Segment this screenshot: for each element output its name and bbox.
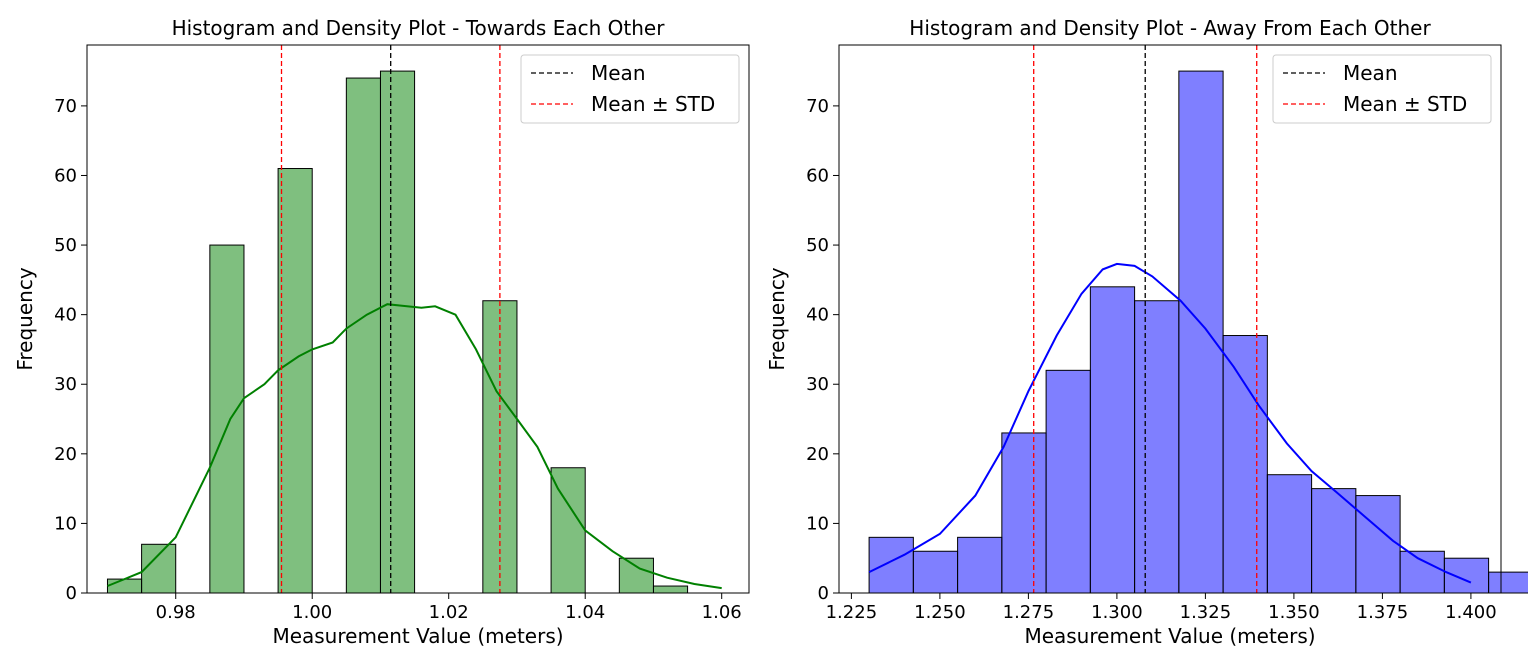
- legend-label: Mean ± STD: [1343, 92, 1467, 116]
- subplot-title: Histogram and Density Plot - Towards Eac…: [172, 16, 666, 40]
- x-tick-label: 1.04: [565, 602, 605, 623]
- x-axis-label: Measurement Value (meters): [1024, 624, 1315, 648]
- x-tick-label: 1.375: [1357, 602, 1409, 623]
- x-tick-label: 1.300: [1091, 602, 1143, 623]
- legend-label: Mean: [591, 61, 646, 85]
- histogram-bar: [141, 543, 177, 594]
- subplot-away: Histogram and Density Plot - Away From E…: [765, 16, 1528, 648]
- y-tick-label: 70: [806, 96, 829, 117]
- axes-frame: [838, 44, 1502, 594]
- histogram-bar: [868, 536, 914, 594]
- x-tick-label: 1.250: [914, 602, 966, 623]
- x-tick-label: 1.06: [702, 602, 742, 623]
- histogram-bar: [1488, 571, 1528, 594]
- y-tick-label: 0: [66, 583, 77, 604]
- y-tick-label: 10: [54, 513, 77, 534]
- y-tick-label: 40: [806, 305, 829, 326]
- histogram-bar: [1089, 286, 1136, 594]
- histogram-bar: [957, 536, 1003, 594]
- legend: Mean Mean ± STD: [520, 54, 740, 124]
- histogram-bar: [1355, 495, 1401, 594]
- y-tick-label: 30: [54, 374, 77, 395]
- histogram-bar: [1045, 369, 1091, 594]
- x-tick-label: 0.98: [156, 602, 196, 623]
- y-tick-label: 60: [54, 165, 77, 186]
- density-curve: [107, 303, 722, 590]
- histogram-bar: [209, 244, 245, 594]
- y-tick-label: 60: [806, 165, 829, 186]
- histogram-bar: [1178, 70, 1224, 594]
- subplot-towards: Histogram and Density Plot - Towards Eac…: [13, 16, 750, 648]
- y-tick-label: 0: [818, 583, 829, 604]
- legend-label: Mean ± STD: [591, 92, 715, 116]
- y-tick-label: 50: [806, 235, 829, 256]
- y-tick-label: 20: [54, 444, 77, 465]
- histogram-bar: [1134, 300, 1180, 594]
- histogram-bar: [277, 168, 313, 594]
- histogram-bar: [1001, 432, 1047, 594]
- axes-frame: [86, 44, 750, 594]
- x-tick-label: 1.02: [429, 602, 469, 623]
- density-curve: [868, 262, 1472, 584]
- x-tick-label: 1.225: [826, 602, 878, 623]
- histogram-bar: [379, 70, 416, 594]
- y-tick-label: 40: [54, 305, 77, 326]
- x-tick-label: 1.325: [1180, 602, 1232, 623]
- x-tick-label: 1.400: [1445, 602, 1497, 623]
- subplot-title: Histogram and Density Plot - Away From E…: [909, 16, 1431, 40]
- legend: Mean Mean ± STD: [1272, 54, 1492, 124]
- y-tick-label: 50: [54, 235, 77, 256]
- histogram-bar: [345, 77, 381, 594]
- histogram-bar: [652, 585, 689, 594]
- histogram-bar: [106, 578, 143, 594]
- legend-box: [1272, 54, 1492, 124]
- histogram-bar: [1399, 550, 1445, 594]
- histogram-bar: [1222, 335, 1268, 594]
- histogram-bar: [1266, 474, 1313, 594]
- legend-box: [520, 54, 740, 124]
- y-tick-label: 20: [806, 444, 829, 465]
- y-tick-label: 30: [806, 374, 829, 395]
- histogram-bar: [1443, 557, 1490, 594]
- histogram-bar: [550, 467, 586, 594]
- histogram-bar: [618, 557, 654, 594]
- x-tick-label: 1.00: [292, 602, 332, 623]
- histogram-bar: [912, 550, 959, 594]
- x-axis-label: Measurement Value (meters): [272, 624, 563, 648]
- y-tick-label: 70: [54, 96, 77, 117]
- x-tick-label: 1.350: [1268, 602, 1320, 623]
- legend-label: Mean: [1343, 61, 1398, 85]
- x-tick-label: 1.275: [1003, 602, 1055, 623]
- y-axis-label: Frequency: [13, 267, 37, 370]
- y-tick-label: 10: [806, 513, 829, 534]
- y-axis-label: Frequency: [765, 267, 789, 370]
